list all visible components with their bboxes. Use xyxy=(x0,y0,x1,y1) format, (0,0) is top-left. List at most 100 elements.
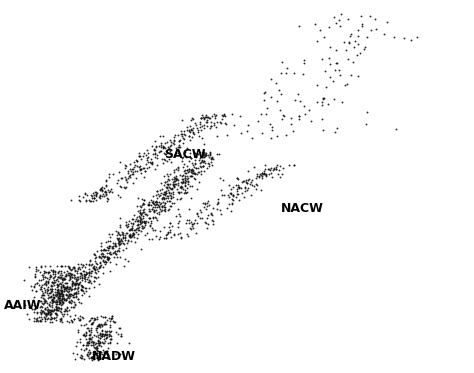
Point xyxy=(326,56,333,62)
Point xyxy=(87,198,95,204)
Point xyxy=(79,268,87,274)
Point xyxy=(44,314,51,320)
Point xyxy=(181,167,189,173)
Point xyxy=(89,268,96,274)
Point xyxy=(55,274,62,280)
Point xyxy=(179,135,187,141)
Point xyxy=(43,286,50,292)
Point xyxy=(313,82,320,88)
Point xyxy=(75,197,83,203)
Point xyxy=(331,129,339,135)
Point xyxy=(85,270,93,276)
Point xyxy=(134,158,141,164)
Point xyxy=(89,319,97,325)
Point xyxy=(177,185,185,191)
Point xyxy=(91,255,99,261)
Point xyxy=(52,307,60,313)
Point xyxy=(50,316,58,322)
Point xyxy=(42,278,49,284)
Point xyxy=(71,281,79,287)
Point xyxy=(38,292,46,298)
Point xyxy=(54,312,61,318)
Point xyxy=(121,235,129,241)
Point xyxy=(86,336,94,342)
Point xyxy=(179,154,187,160)
Point xyxy=(65,319,73,325)
Point xyxy=(76,266,84,272)
Point xyxy=(85,273,93,279)
Point xyxy=(122,222,129,228)
Point xyxy=(235,191,242,197)
Point xyxy=(81,274,89,280)
Point xyxy=(90,263,98,269)
Point xyxy=(71,267,79,273)
Point xyxy=(95,254,103,260)
Point xyxy=(121,164,129,170)
Point xyxy=(185,166,192,172)
Point xyxy=(44,310,52,316)
Point xyxy=(258,170,265,176)
Point xyxy=(62,297,69,303)
Point xyxy=(99,331,107,337)
Point xyxy=(82,342,90,348)
Point xyxy=(61,295,68,301)
Point xyxy=(56,297,64,303)
Point xyxy=(109,250,116,256)
Point xyxy=(207,119,215,125)
Point xyxy=(88,327,95,333)
Point xyxy=(177,234,184,240)
Point xyxy=(210,122,218,128)
Point xyxy=(233,186,240,192)
Point xyxy=(209,155,216,161)
Point xyxy=(104,345,111,351)
Point xyxy=(98,342,105,348)
Point xyxy=(135,217,142,223)
Point xyxy=(140,165,147,171)
Point xyxy=(88,322,96,327)
Point xyxy=(95,264,102,270)
Point xyxy=(96,355,104,361)
Point xyxy=(166,220,174,226)
Point xyxy=(101,189,109,195)
Point xyxy=(177,128,184,134)
Point xyxy=(89,340,97,346)
Point xyxy=(42,297,49,303)
Point xyxy=(139,153,146,159)
Point xyxy=(132,226,140,232)
Point xyxy=(92,189,100,195)
Point xyxy=(99,247,107,253)
Point xyxy=(326,73,334,79)
Point xyxy=(48,286,56,292)
Point xyxy=(243,180,250,186)
Point xyxy=(260,90,268,96)
Point xyxy=(53,281,61,287)
Point xyxy=(70,316,78,322)
Point xyxy=(100,332,108,338)
Point xyxy=(127,161,134,167)
Point xyxy=(107,328,115,334)
Point xyxy=(67,300,74,306)
Point xyxy=(184,169,192,175)
Point xyxy=(195,133,203,139)
Point xyxy=(101,321,109,327)
Point xyxy=(129,231,137,236)
Point xyxy=(301,57,308,63)
Point xyxy=(46,301,53,307)
Point xyxy=(144,147,151,153)
Point xyxy=(52,297,60,303)
Point xyxy=(70,279,77,285)
Point xyxy=(174,220,182,226)
Point xyxy=(191,150,199,156)
Point xyxy=(187,169,195,175)
Point xyxy=(97,247,105,253)
Point xyxy=(163,185,171,191)
Point xyxy=(184,179,192,185)
Point xyxy=(156,206,164,212)
Point xyxy=(176,172,184,178)
Point xyxy=(176,137,184,143)
Point xyxy=(253,186,260,192)
Point xyxy=(36,309,44,315)
Point xyxy=(191,176,198,182)
Point xyxy=(89,190,97,196)
Point xyxy=(73,278,81,283)
